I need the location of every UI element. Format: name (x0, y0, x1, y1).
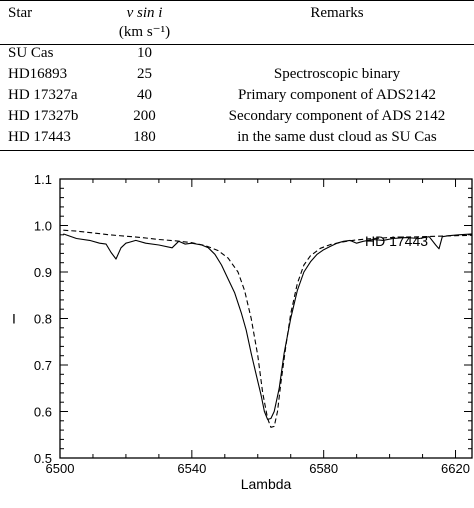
x-tick-label: 6580 (309, 461, 338, 476)
table-cell-vsini: 180 (133, 129, 156, 145)
x-tick-labels: 6500 6540 6580 6620 (46, 461, 470, 476)
y-tick-label: 0.5 (34, 451, 52, 466)
y-tick-label: 1.0 (34, 219, 52, 234)
fit-line-dashed (63, 229, 473, 428)
header-star: Star (8, 5, 33, 21)
table-cell-star: SU Cas (8, 45, 54, 61)
header-vsini: v sin i (126, 5, 163, 21)
y-tick-label: 1.1 (34, 172, 52, 187)
y-tick-labels: 0.5 0.6 0.7 0.8 0.9 1.0 1.1 (34, 172, 52, 466)
table-cell-remarks: in the same dust cloud as SU Cas (237, 129, 437, 145)
table-cell-remarks: Secondary component of ADS 2142 (228, 108, 446, 124)
x-tick-label: 6620 (441, 461, 470, 476)
table-bottom-rule (0, 150, 474, 151)
spectrum-chart: 6500 6540 6580 6620 0.5 0.6 0.7 0.8 0.9 1.0 1.1 H… (12, 172, 473, 492)
table-top-rule (0, 0, 474, 1)
x-axis-label: Lambda (241, 476, 292, 492)
table-cell-vsini: 10 (137, 45, 152, 61)
table-cell-vsini: 40 (137, 87, 152, 103)
table-header-rule (0, 44, 474, 45)
y-tick-label: 0.6 (34, 405, 52, 420)
table-cell-remarks: Primary component of ADS2142 (238, 87, 436, 103)
star-table: Star v sin i (km s⁻¹) Remarks SU Cas 10 … (0, 0, 474, 155)
header-remarks: Remarks (310, 5, 364, 21)
series-lines (63, 229, 473, 428)
header-vsini-unit: (km s⁻¹) (118, 24, 171, 40)
table-cell-star: HD16893 (8, 66, 68, 82)
y-tick-label: 0.8 (34, 312, 52, 327)
x-tick-label: 6540 (177, 461, 206, 476)
chart-annotation: HD 17443 (365, 233, 428, 249)
table-cell-vsini: 25 (137, 66, 152, 82)
y-tick-label: 0.9 (34, 265, 52, 280)
spectrum-line-solid (63, 233, 473, 420)
y-axis-label: I (12, 311, 16, 327)
table-cell-star: HD 17443 (8, 129, 71, 145)
x-tick-label: 6500 (46, 461, 75, 476)
table-cell-vsini: 200 (133, 108, 156, 124)
axis-ticks (59, 178, 472, 459)
table-cell-star: HD 17327a (8, 87, 78, 103)
y-tick-label: 0.7 (34, 358, 52, 373)
table-cell-remarks: Spectroscopic binary (273, 66, 401, 82)
table-cell-star: HD 17327b (8, 108, 79, 124)
